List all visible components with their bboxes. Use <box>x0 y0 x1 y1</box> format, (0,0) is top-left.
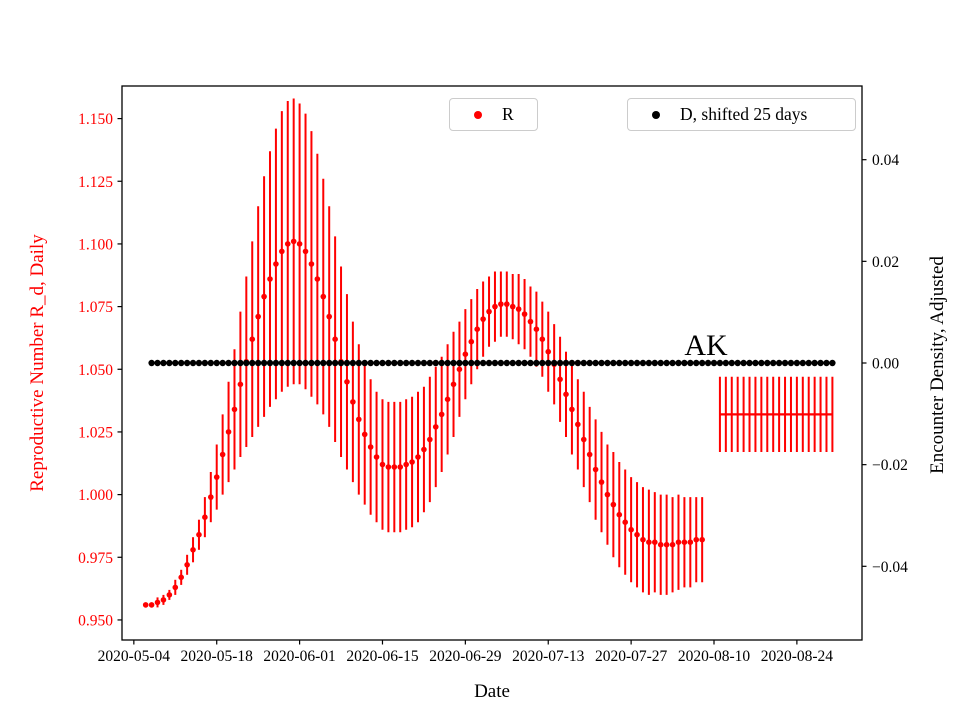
r-legend-handle <box>462 110 494 119</box>
y-tick-label-right: 0.02 <box>872 254 899 271</box>
y-tick-labels-right: 0.04 0.02 0.00 −0.02 −0.04 <box>872 152 908 576</box>
y-tick-labels-left: 0.950 0.975 1.000 1.025 1.050 1.075 1.100 1.125… <box>78 111 113 629</box>
d-marker-icon <box>652 110 660 119</box>
r-markers <box>142 238 705 608</box>
y-tick-label-right: −0.04 <box>872 559 908 576</box>
x-tick-label: 2020-08-10 <box>678 648 751 665</box>
y-tick-label-left: 0.950 <box>78 612 113 629</box>
state-annotation: AK <box>684 329 728 363</box>
y-tick-label-left: 1.050 <box>78 362 113 379</box>
y-tick-label-right: 0.04 <box>872 152 899 169</box>
x-tick-label: 2020-07-13 <box>512 648 585 665</box>
r-projection-band <box>718 376 834 452</box>
r-marker-icon <box>474 110 482 119</box>
y-tick-label-left: 1.075 <box>78 299 113 316</box>
axis-ticks <box>117 117 867 645</box>
x-tick-label: 2020-07-27 <box>595 648 668 665</box>
y-tick-label-left: 1.000 <box>78 487 113 504</box>
x-tick-label: 2020-06-15 <box>346 648 419 665</box>
legend-d: D, shifted 25 days <box>627 98 856 131</box>
y-axis-label-right: Encounter Density, Adjusted <box>927 256 948 474</box>
y-axis-label-left: Reproductive Number R_d, Daily <box>27 234 48 492</box>
legend-r-label: R <box>502 104 514 124</box>
y-tick-label-left: 1.100 <box>78 236 113 253</box>
y-tick-label-right: −0.02 <box>872 457 908 474</box>
y-tick-label-right: 0.00 <box>872 356 899 373</box>
x-tick-label: 2020-08-24 <box>761 648 834 665</box>
x-tick-label: 2020-05-04 <box>98 648 171 665</box>
d-series <box>148 359 836 367</box>
legend-d-label: D, shifted 25 days <box>680 104 808 124</box>
y-tick-label-left: 1.125 <box>78 174 113 191</box>
y-tick-label-left: 1.025 <box>78 424 113 441</box>
x-tick-label: 2020-06-01 <box>263 648 335 665</box>
x-tick-label: 2020-06-29 <box>429 648 502 665</box>
r-errorbars <box>144 98 704 608</box>
legend-r: R <box>449 98 538 131</box>
d-legend-handle <box>640 110 672 119</box>
x-axis-label: Date <box>474 681 510 702</box>
x-tick-label: 2020-05-18 <box>181 648 254 665</box>
x-tick-labels: 2020-05-04 2020-05-18 2020-06-01 2020-06-15… <box>98 648 834 665</box>
y-tick-label-left: 0.975 <box>78 550 113 567</box>
y-tick-label-left: 1.150 <box>78 111 113 128</box>
